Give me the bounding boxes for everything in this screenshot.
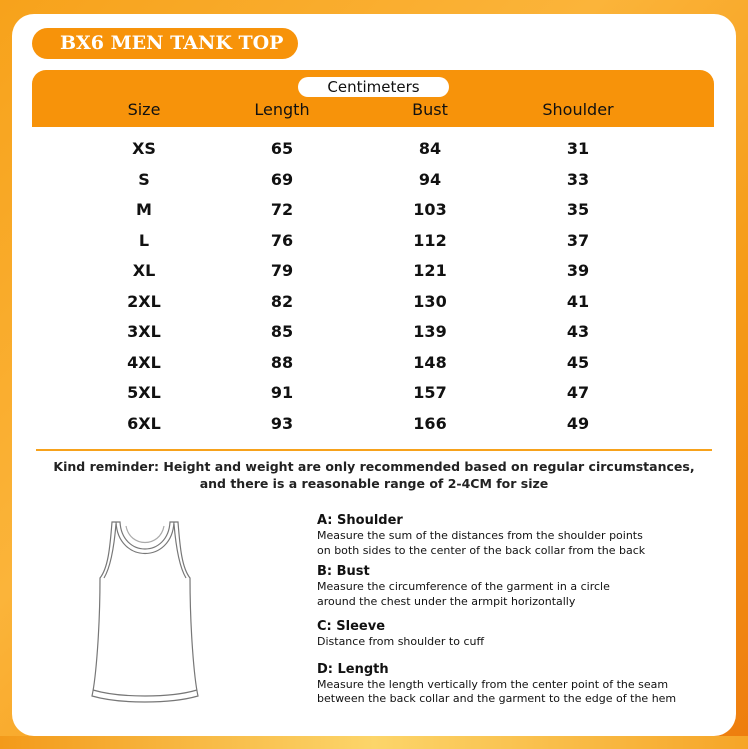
value-cell: 121 [413, 261, 447, 280]
size-cell: 6XL [127, 413, 161, 433]
bottom-band [0, 736, 748, 749]
measure-text: between the back collar and the garment … [317, 692, 677, 705]
value-cell: 76 [270, 230, 294, 250]
reminder-text: Kind reminder: Height and weight are onl… [0, 459, 748, 492]
measure-title: B: Bust [317, 564, 370, 579]
value-cell: 85 [270, 322, 294, 341]
reminder-line: Kind reminder: Height and weight are onl… [53, 459, 695, 474]
measure-text: Measure the sum of the distances from th… [317, 529, 643, 542]
value-cell: 112 [413, 230, 447, 250]
value-cell: 157 [413, 383, 447, 402]
size-cell: S [138, 169, 150, 189]
size-cell: 3XL [127, 322, 161, 341]
value-cell: 45 [566, 352, 590, 372]
measure-text: Distance from shoulder to cuff [317, 635, 485, 648]
column-header: Size [127, 100, 161, 119]
measure-shoulder: A: Shoulder Measure the sum of the distan… [317, 513, 737, 558]
size-cell: XL [132, 261, 156, 280]
value-cell: 130 [413, 291, 447, 311]
measure-sleeve: C: Sleeve Distance from shoulder to cuff [317, 619, 737, 650]
size-cell: 4XL [127, 352, 161, 372]
measure-text: Measure the circumference of the garment… [317, 580, 610, 593]
tank-top-illustration [91, 521, 199, 703]
value-cell: 166 [413, 413, 447, 433]
measure-title: D: Length [317, 661, 389, 677]
value-cell: 41 [566, 291, 590, 311]
measure-bust: B: Bust Measure the circumference of the … [317, 564, 737, 609]
value-cell: 43 [566, 322, 590, 341]
value-cell: 37 [566, 230, 590, 250]
size-cell: 5XL [127, 383, 161, 402]
value-cell: 139 [413, 322, 447, 341]
product-title: BX6 MEN TANK TOP [32, 28, 298, 59]
value-cell: 49 [566, 413, 590, 433]
size-cell: 2XL [127, 291, 161, 311]
value-cell: 93 [270, 413, 294, 433]
size-cell: XS [132, 139, 156, 158]
reminder-line: and there is a reasonable range of 2-4CM… [199, 475, 549, 491]
value-cell: 148 [413, 352, 447, 372]
value-cell: 91 [270, 383, 294, 402]
value-cell: 47 [566, 383, 590, 402]
measure-text: around the chest under the armpit horizo… [317, 594, 576, 608]
column-header: Shoulder [542, 100, 614, 119]
size-cell: L [138, 230, 150, 250]
unit-label: Centimeters [298, 77, 449, 97]
size-cell: M [136, 200, 152, 219]
value-cell: 69 [270, 169, 294, 189]
value-cell: 79 [270, 261, 294, 280]
value-cell: 103 [413, 200, 447, 219]
measure-title: C: Sleeve [317, 619, 386, 634]
value-cell: 65 [270, 139, 294, 158]
measure-length: D: Length Measure the length vertically f… [317, 662, 737, 707]
measure-text: Measure the length vertically from the c… [317, 677, 669, 691]
value-cell: 94 [418, 169, 442, 189]
measure-title: A: Shoulder [317, 513, 403, 528]
value-cell: 35 [566, 200, 590, 219]
size-chart-card [12, 14, 736, 736]
column-header: Length [254, 100, 310, 119]
value-cell: 39 [566, 261, 590, 280]
measure-text: on both sides to the center of the back … [317, 543, 646, 557]
value-cell: 88 [270, 352, 294, 372]
divider [36, 449, 712, 451]
value-cell: 84 [418, 139, 442, 158]
column-header: Bust [412, 100, 448, 119]
measurement-guide: A: Shoulder Measure the sum of the distan… [317, 513, 737, 713]
value-cell: 31 [566, 139, 590, 158]
value-cell: 33 [566, 169, 590, 189]
value-cell: 82 [270, 291, 294, 311]
value-cell: 72 [270, 200, 294, 219]
